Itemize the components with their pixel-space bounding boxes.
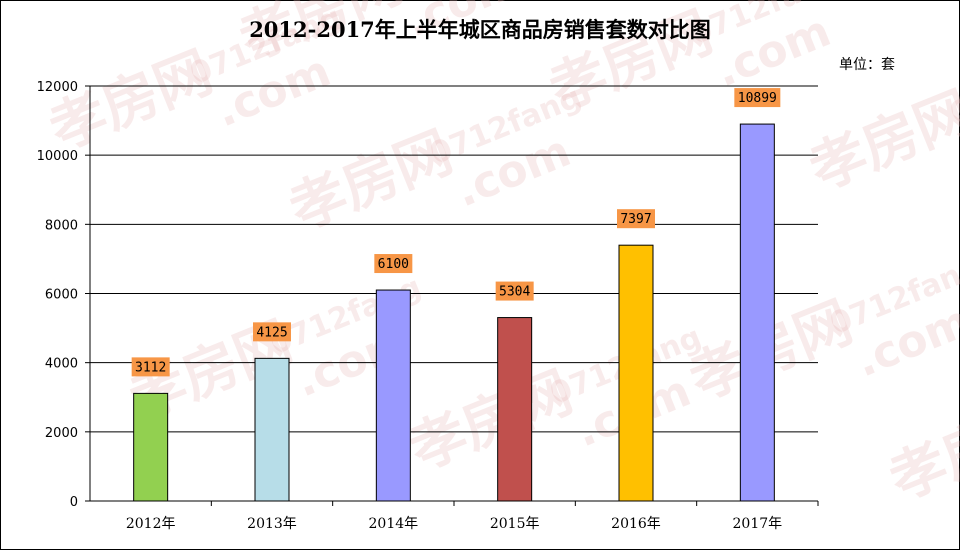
data-label: 4125 — [256, 325, 287, 340]
watermark-text: 孝房网 — [801, 80, 960, 203]
data-label-box — [617, 209, 655, 229]
bars — [133, 123, 775, 502]
y-tick-label: 10000 — [37, 149, 78, 164]
x-tick-label: 2015年 — [490, 516, 540, 532]
data-label-box — [131, 357, 170, 377]
data-label: 6100 — [378, 257, 409, 272]
x-tick-label: 2012年 — [126, 516, 176, 532]
y-tick-label: 2000 — [45, 426, 78, 441]
x-tick-label: 2013年 — [247, 516, 297, 532]
data-label: 3112 — [135, 360, 166, 375]
y-tick-label: 0 — [70, 495, 78, 510]
chart-title: 2012-2017年上半年城区商品房销售套数对比图 — [249, 17, 711, 42]
axes: 0 2000 4000 6000 8000 10000 12000 2012年 2013年 201… — [37, 80, 819, 532]
y-tick-label: 6000 — [45, 288, 78, 303]
y-tick-label: 8000 — [45, 218, 78, 233]
y-tick-label: 12000 — [37, 80, 78, 95]
data-labels: 3112 4125 6100 5304 7397 10899 — [131, 88, 781, 377]
data-label-box — [253, 322, 291, 342]
gridlines — [90, 85, 818, 433]
bar — [618, 244, 654, 502]
data-label-box — [495, 281, 534, 301]
bar — [133, 392, 169, 502]
x-tick-label: 2017年 — [733, 516, 783, 532]
x-tick-label: 2014年 — [369, 516, 419, 532]
data-label: 10899 — [738, 91, 777, 106]
bar — [739, 123, 775, 502]
unit-label: 单位：套 — [839, 57, 895, 73]
data-label-box — [374, 254, 413, 274]
bar — [497, 317, 533, 502]
watermark-text: 孝房网 — [881, 390, 960, 513]
bar — [254, 357, 290, 502]
x-tick-label: 2016年 — [611, 516, 661, 532]
data-label-box — [734, 88, 781, 108]
data-label: 7397 — [620, 212, 651, 227]
bar — [375, 289, 411, 502]
data-label: 5304 — [499, 285, 530, 300]
y-tick-label: 4000 — [45, 357, 78, 372]
